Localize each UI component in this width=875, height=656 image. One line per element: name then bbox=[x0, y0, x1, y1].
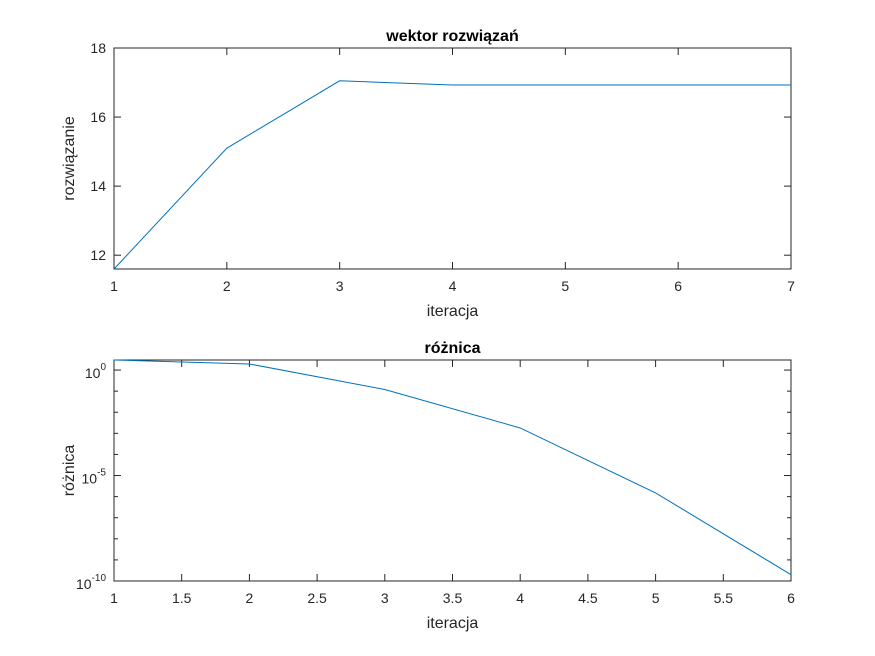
y-tick-label: 100 bbox=[85, 362, 107, 381]
y-tick-label: 12 bbox=[90, 247, 106, 263]
x-tick-label: 5 bbox=[561, 278, 569, 294]
x-tick-label: 2 bbox=[223, 278, 231, 294]
x-tick-label: 1 bbox=[110, 590, 118, 606]
x-tick-label: 6 bbox=[787, 590, 795, 606]
x-tick-label: 3 bbox=[381, 590, 389, 606]
x-tick-label: 1.5 bbox=[172, 590, 192, 606]
x-tick-label: 3 bbox=[336, 278, 344, 294]
chart-title: różnica bbox=[424, 340, 480, 357]
x-tick-label: 2 bbox=[246, 590, 254, 606]
y-axis-label: rozwiązanie bbox=[61, 116, 78, 201]
x-tick-label: 6 bbox=[674, 278, 682, 294]
x-tick-label: 3.5 bbox=[443, 590, 463, 606]
chart-2: 1 1.5 2 2.5 3 3.5 4 4.5 5 5.5 6 100 10-5 10-10 różnica… bbox=[61, 340, 795, 632]
y-tick-label: 14 bbox=[90, 178, 106, 194]
plot-area bbox=[114, 360, 791, 581]
chart-title: wektor rozwiązań bbox=[385, 28, 518, 45]
x-tick-label: 4 bbox=[516, 590, 524, 606]
x-tick-label: 4.5 bbox=[578, 590, 598, 606]
x-axis-label: iteracja bbox=[427, 615, 479, 632]
y-axis-label: różnica bbox=[61, 445, 78, 497]
x-tick-label: 5 bbox=[652, 590, 660, 606]
x-tick-label: 2.5 bbox=[307, 590, 327, 606]
y-tick-label: 10-10 bbox=[76, 573, 106, 592]
y-tick-label: 18 bbox=[90, 40, 106, 56]
y-tick-label: 10-5 bbox=[82, 468, 107, 487]
x-tick-label: 4 bbox=[449, 278, 457, 294]
x-tick-label: 5.5 bbox=[714, 590, 734, 606]
y-tick-label: 16 bbox=[90, 109, 106, 125]
x-tick-label: 1 bbox=[110, 278, 118, 294]
plot-area bbox=[114, 48, 791, 269]
x-axis-label: iteracja bbox=[427, 303, 479, 320]
x-tick-label: 7 bbox=[787, 278, 795, 294]
